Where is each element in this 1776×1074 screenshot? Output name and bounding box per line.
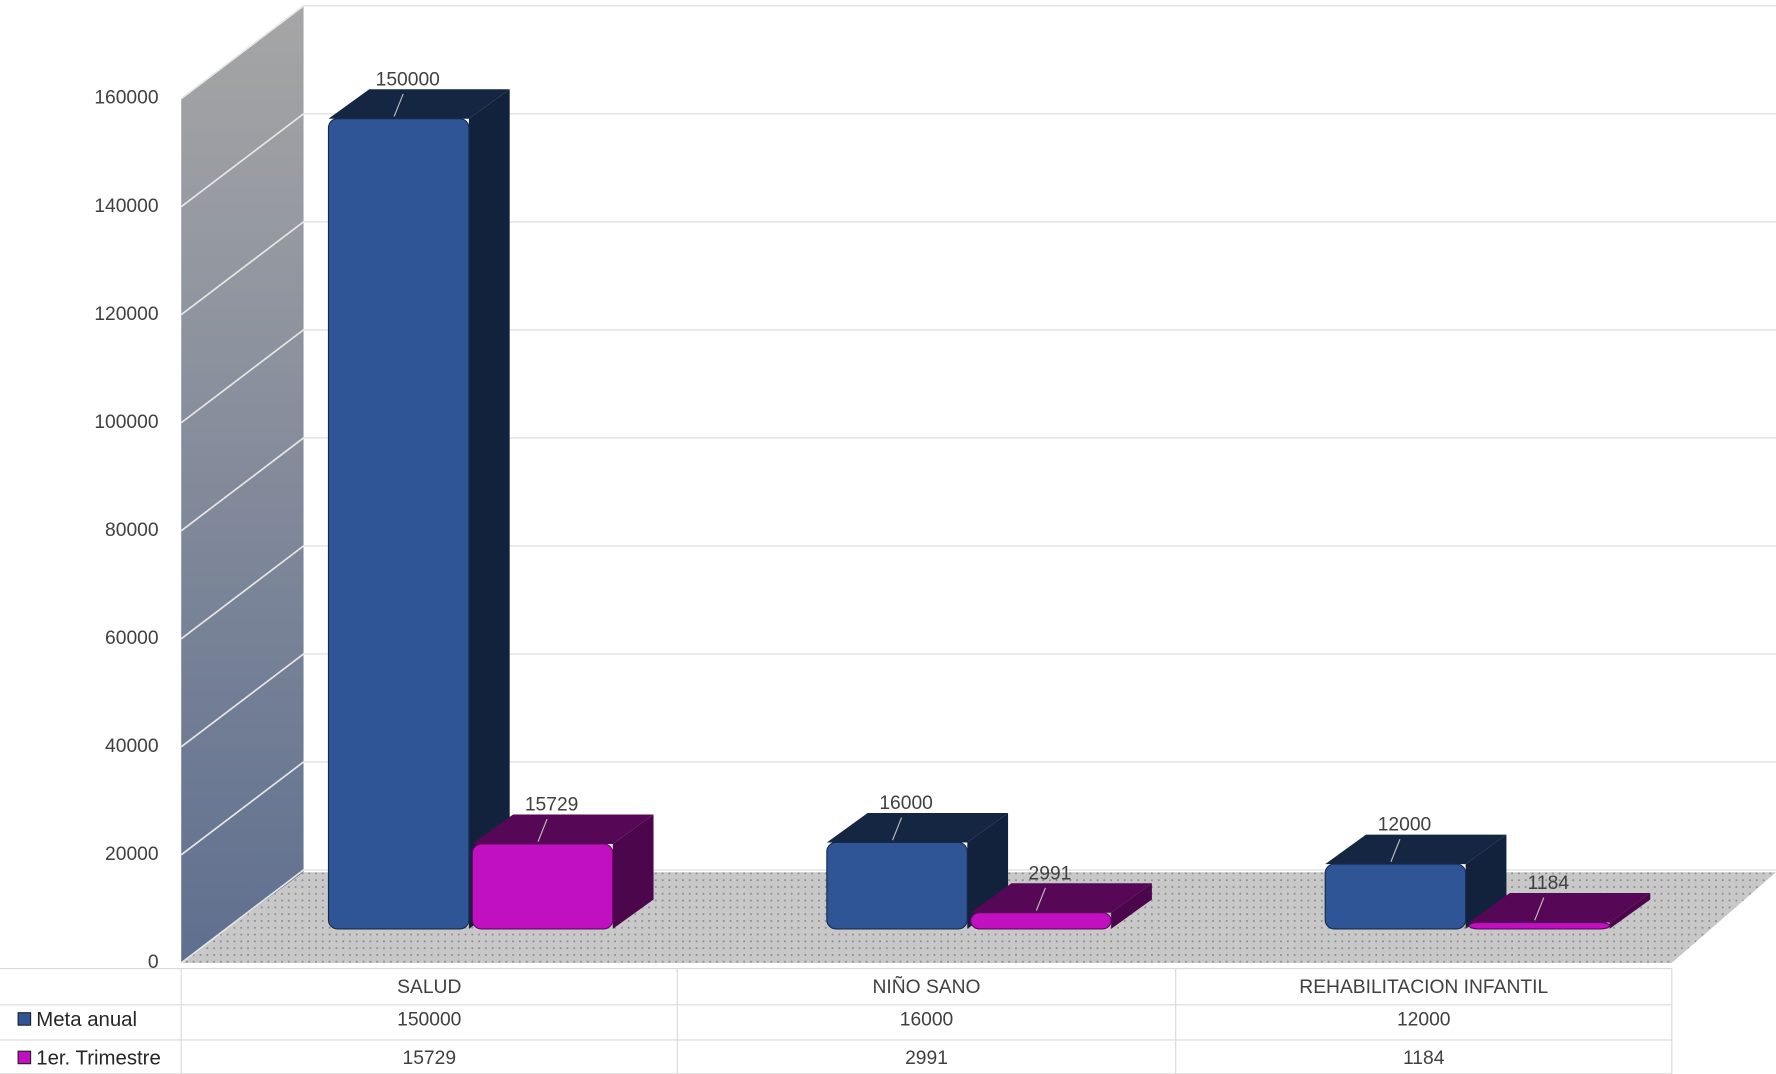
y-tick-label: 20000 bbox=[105, 844, 159, 865]
bar-side bbox=[1111, 883, 1152, 929]
grid-line bbox=[180, 653, 1776, 748]
label-leader bbox=[537, 818, 548, 842]
legend-label: 1er. Trimestre bbox=[36, 1048, 161, 1070]
y-tick-label: 80000 bbox=[105, 520, 159, 541]
legend-key bbox=[17, 1012, 32, 1026]
label-leader bbox=[1035, 887, 1046, 911]
y-tick-label: 0 bbox=[148, 952, 159, 973]
data-label: 15729 bbox=[525, 795, 579, 816]
bar-top bbox=[328, 89, 510, 119]
grid-line bbox=[180, 220, 1776, 316]
y-tick-label: 60000 bbox=[105, 628, 159, 649]
bar-top bbox=[1469, 893, 1651, 923]
label-leader bbox=[1390, 838, 1401, 863]
bar bbox=[1324, 863, 1467, 930]
bar bbox=[327, 118, 470, 930]
grid-line bbox=[180, 761, 1776, 856]
y-tick-label: 140000 bbox=[94, 196, 158, 217]
y-tick-label: 100000 bbox=[94, 412, 158, 433]
label-leader bbox=[892, 817, 903, 841]
x-tick-label: REHABILITACION INFANTIL bbox=[1299, 977, 1548, 998]
grid-line bbox=[180, 869, 1776, 964]
legend-key bbox=[17, 1050, 32, 1065]
bar-top bbox=[970, 883, 1152, 913]
table-value: 150000 bbox=[397, 1010, 461, 1031]
x-tick-label: NIÑO SANO bbox=[872, 976, 980, 998]
y-tick-label: 160000 bbox=[94, 88, 158, 109]
label-leader bbox=[1534, 897, 1545, 921]
data-label: 1184 bbox=[1528, 873, 1570, 894]
legend-label: Meta anual bbox=[36, 1009, 137, 1031]
label-leader bbox=[393, 93, 404, 117]
table-value: 16000 bbox=[900, 1010, 954, 1031]
y-tick-label: 40000 bbox=[105, 736, 159, 757]
data-label: 12000 bbox=[1378, 815, 1432, 836]
bar-top bbox=[1325, 834, 1507, 865]
bar bbox=[471, 843, 614, 930]
table-value: 15729 bbox=[403, 1048, 457, 1069]
bar bbox=[1468, 921, 1611, 930]
bar-side bbox=[612, 814, 654, 929]
bar bbox=[970, 912, 1112, 930]
table-value: 1184 bbox=[1403, 1048, 1445, 1069]
bar-top bbox=[826, 813, 1009, 843]
table-value: 12000 bbox=[1397, 1010, 1451, 1031]
table-value: 2991 bbox=[905, 1048, 948, 1069]
grid-line bbox=[180, 4, 1776, 100]
bar bbox=[826, 841, 968, 930]
grid-line bbox=[180, 329, 1776, 424]
grid-line bbox=[180, 437, 1776, 532]
bar-side bbox=[1609, 893, 1651, 929]
data-label: 16000 bbox=[879, 793, 933, 814]
data-label: 2991 bbox=[1029, 863, 1072, 884]
bar-side bbox=[468, 89, 510, 929]
grid-line bbox=[180, 545, 1776, 640]
data-label: 150000 bbox=[376, 69, 440, 90]
x-tick-label: SALUD bbox=[397, 977, 461, 998]
grid-line bbox=[180, 112, 1776, 208]
bar-top bbox=[472, 814, 654, 844]
y-tick-label: 120000 bbox=[94, 304, 158, 325]
